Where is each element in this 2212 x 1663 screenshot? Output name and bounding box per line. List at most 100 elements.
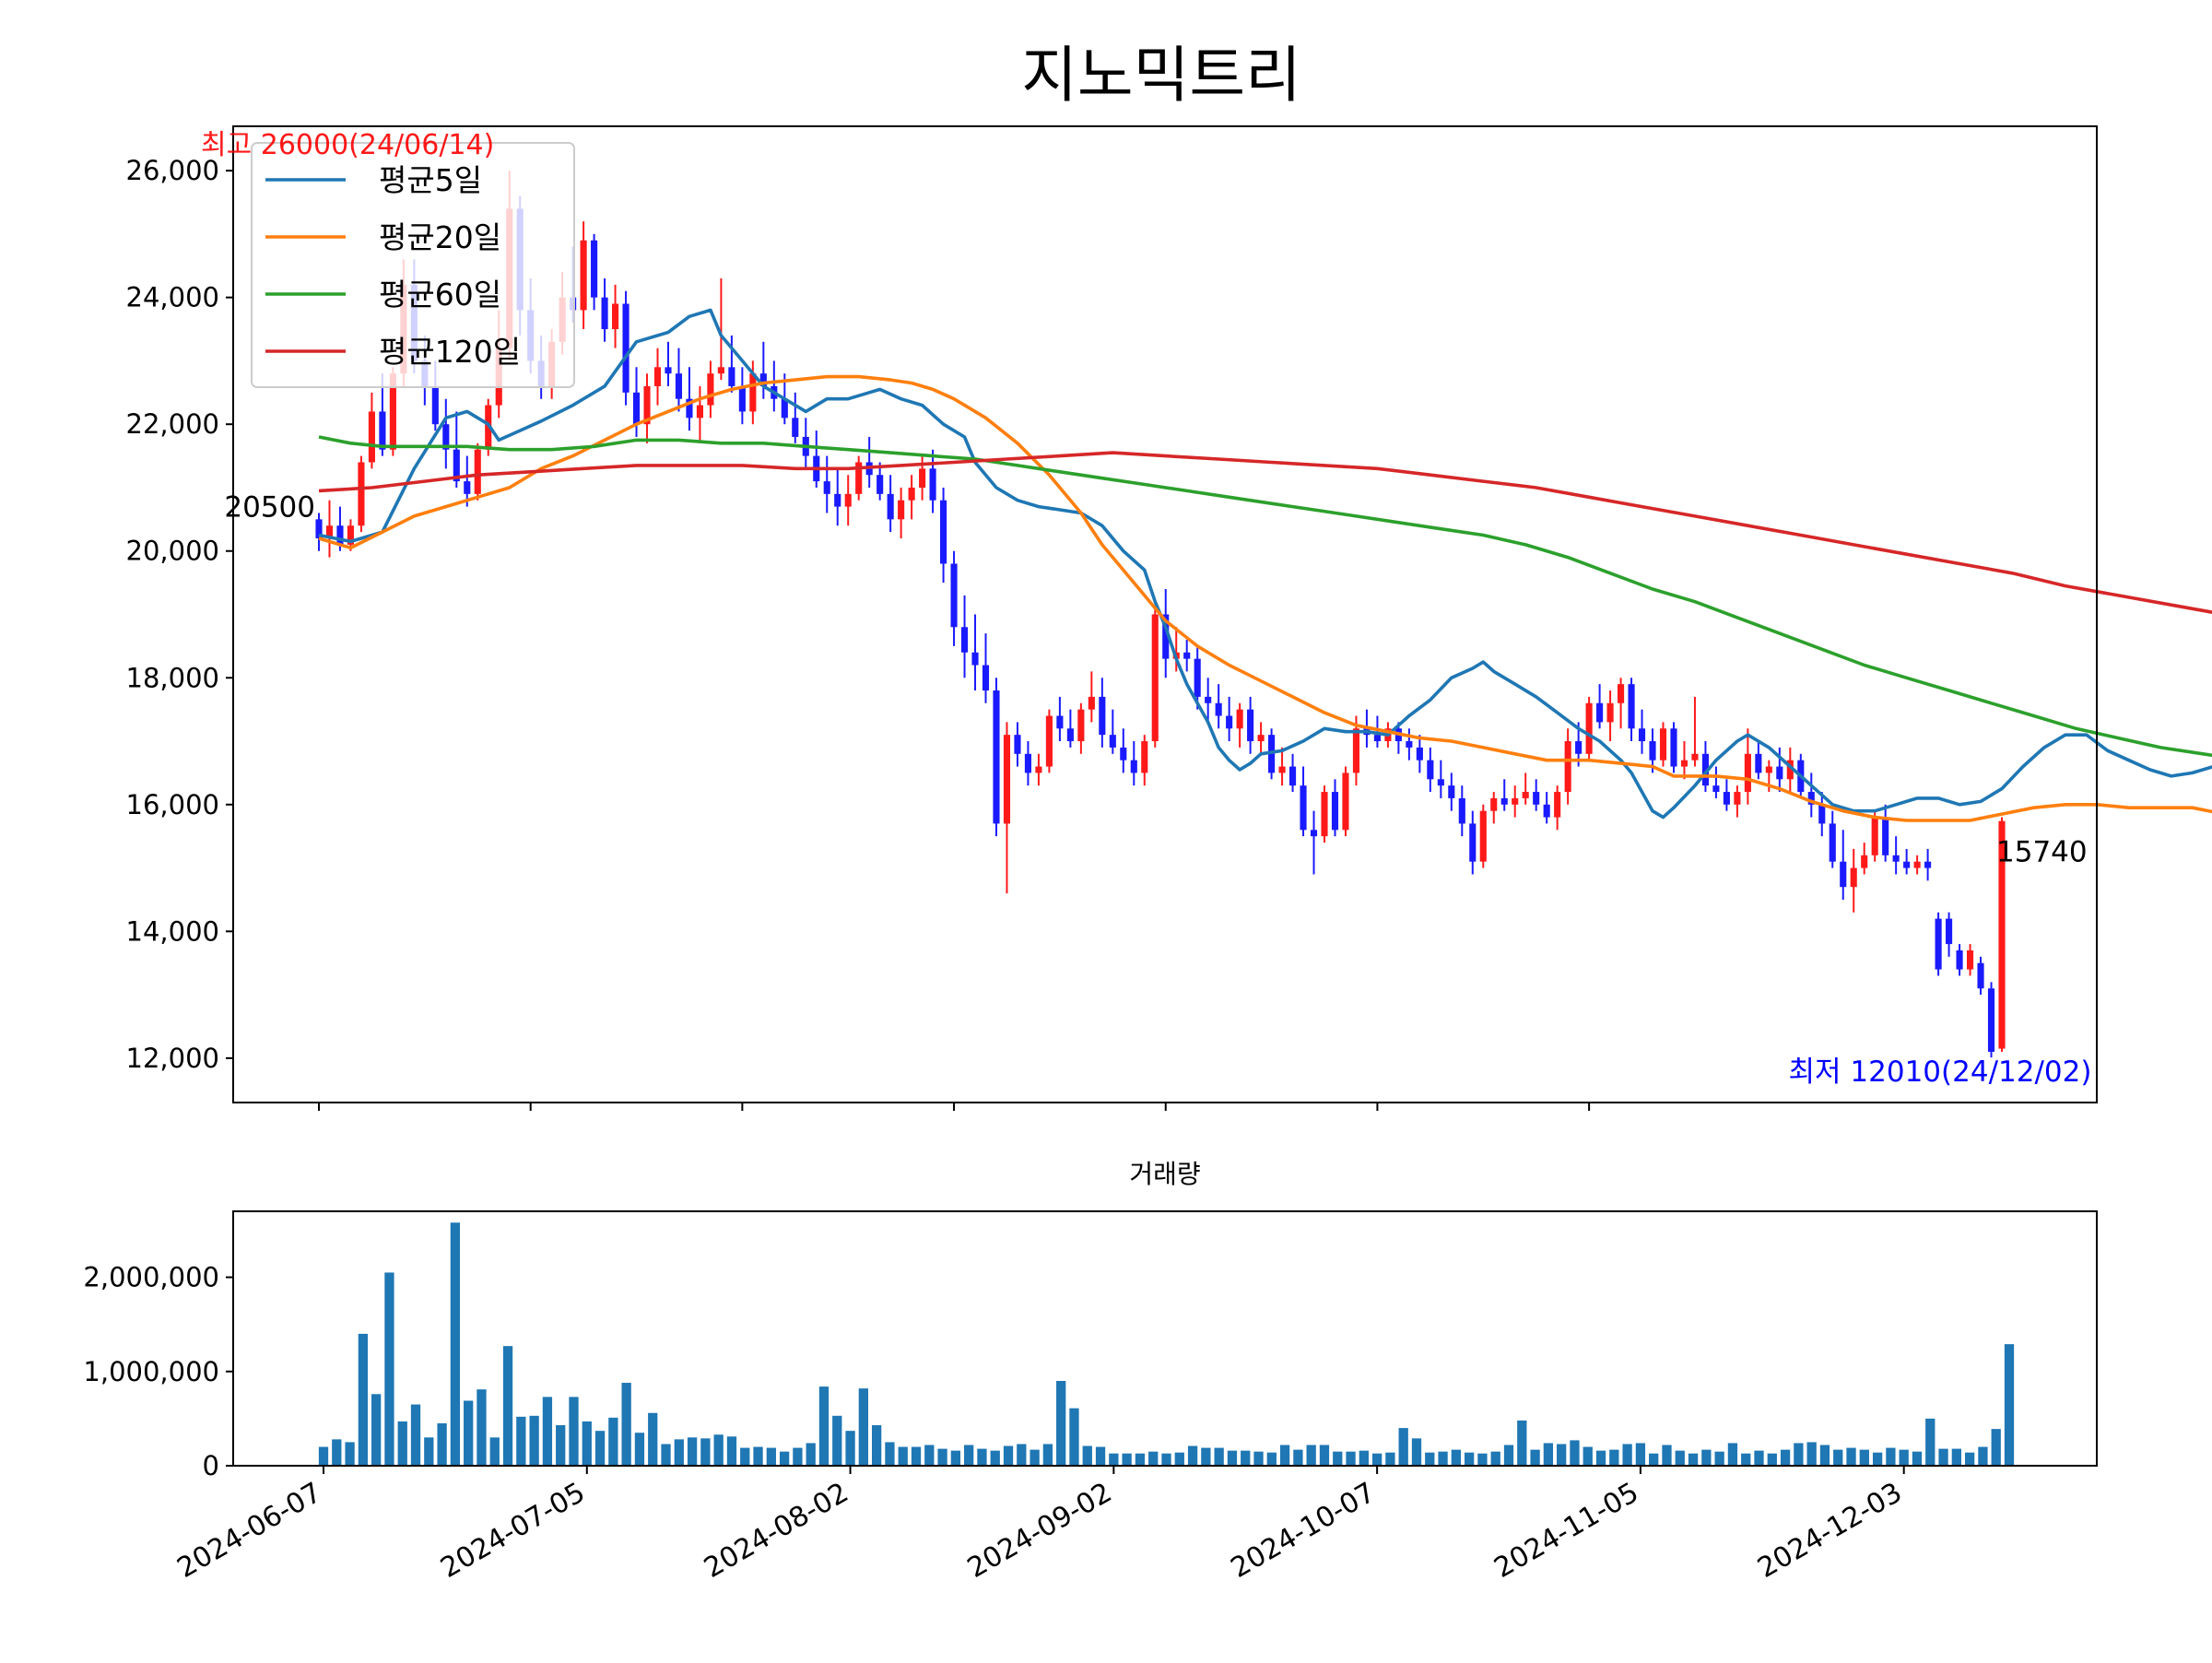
candle-up <box>347 525 355 545</box>
volume-bar <box>1438 1451 1448 1466</box>
volume-bar <box>1991 1429 2001 1466</box>
volume-bar <box>1754 1450 1764 1466</box>
volume-bar <box>1030 1449 1040 1466</box>
candle-up <box>1479 810 1487 862</box>
volume-bar <box>806 1443 816 1466</box>
volume-bar <box>990 1450 1000 1466</box>
volume-bar <box>1148 1451 1159 1466</box>
candle-down <box>1183 652 1191 659</box>
candle-down <box>665 367 672 374</box>
candle-up <box>1850 867 1857 888</box>
volume-bar <box>371 1394 382 1466</box>
volume-bar <box>700 1438 711 1466</box>
volume-bar <box>1846 1447 1856 1466</box>
end-price-label: 15740 <box>1996 836 2088 869</box>
price-plot-frame <box>232 125 2098 1103</box>
candle-down <box>1712 785 1720 793</box>
volume-bar <box>1056 1381 1066 1466</box>
volume-bar <box>1174 1452 1184 1466</box>
candle-down <box>1987 988 1995 1052</box>
candle-down <box>993 690 1000 824</box>
volume-bar <box>1819 1445 1830 1466</box>
candle-down <box>1162 614 1170 659</box>
candle-down <box>887 493 894 520</box>
volume-ytick-label: 0 <box>203 1450 219 1481</box>
candle-down <box>834 493 841 507</box>
date-tick-label: 2024-08-02 <box>699 1477 853 1585</box>
candle-up <box>611 303 619 330</box>
candle-down <box>1575 741 1583 754</box>
volume-bar <box>1135 1453 1146 1466</box>
candle-down <box>1903 861 1911 868</box>
candle-up <box>919 468 926 488</box>
candle-up <box>844 493 852 507</box>
candle-down <box>1120 747 1127 761</box>
volume-bar <box>1425 1452 1435 1466</box>
volume-bar <box>1872 1452 1883 1466</box>
candle-up <box>1998 820 2006 1049</box>
volume-bar <box>1622 1444 1632 1466</box>
candle-down <box>1247 709 1254 742</box>
volume-bar <box>832 1415 842 1466</box>
volume-bar <box>845 1431 855 1466</box>
volume-bar <box>1095 1446 1106 1466</box>
candle-down <box>1469 823 1477 862</box>
candle-up <box>707 373 714 406</box>
candle-down <box>728 367 735 386</box>
volume-bar <box>858 1388 868 1466</box>
candle-up <box>1141 741 1148 773</box>
volume-bar <box>950 1450 961 1466</box>
volume-bar <box>1767 1453 1777 1466</box>
volume-bar <box>384 1272 394 1466</box>
candle-down <box>1130 760 1137 773</box>
candle-down <box>622 303 629 393</box>
volume-bar <box>1964 1452 1975 1466</box>
volume-plot-frame <box>232 1210 2098 1467</box>
candle-up <box>1765 766 1772 773</box>
legend-label: 평균120일 <box>379 334 521 370</box>
volume-bar <box>2004 1344 2015 1466</box>
candle-down <box>1226 715 1233 729</box>
price-ytick-label: 22,000 <box>126 408 219 440</box>
candle-up <box>1744 753 1751 793</box>
candle-down <box>877 475 884 494</box>
candle-down <box>601 297 608 330</box>
date-tick-label: 2024-06-07 <box>172 1477 327 1585</box>
ma-line-2 <box>318 435 2212 758</box>
candle-down <box>1776 766 1783 780</box>
candle-down <box>1194 658 1201 697</box>
legend-label: 평균5일 <box>379 162 482 198</box>
volume-bar <box>318 1446 329 1466</box>
low-price-annotation: 최저 12010(24/12/02) <box>1789 1056 2092 1089</box>
candle-down <box>1373 735 1381 742</box>
candle-down <box>315 519 323 538</box>
candle-down <box>442 424 450 450</box>
volume-bar <box>1938 1448 1948 1466</box>
date-tick-label: 2024-12-03 <box>1752 1477 1907 1585</box>
candle-up <box>1680 760 1688 767</box>
volume-bar <box>516 1416 526 1466</box>
candle-up <box>1585 702 1593 754</box>
volume-bar <box>1187 1445 1198 1466</box>
candle-down <box>1533 792 1540 805</box>
candle-up <box>358 462 365 526</box>
candle-down <box>1755 753 1762 773</box>
volume-bar <box>1978 1446 1988 1466</box>
volume-bar <box>1003 1445 1014 1466</box>
volume-bar <box>924 1445 935 1466</box>
volume-bar <box>674 1439 684 1466</box>
candle-up <box>1088 696 1095 710</box>
candle-up <box>368 411 375 463</box>
candle-up <box>1151 614 1159 742</box>
volume-bar <box>477 1389 487 1466</box>
volume-bar <box>1359 1450 1369 1466</box>
candle-down <box>632 392 641 425</box>
candle-up <box>1003 735 1011 824</box>
candle-down <box>1935 918 1942 970</box>
volume-bar <box>1662 1445 1672 1466</box>
volume-bar <box>569 1397 579 1466</box>
volume-bar <box>911 1446 922 1466</box>
volume-bar <box>608 1417 618 1466</box>
volume-bar <box>885 1442 895 1466</box>
candle-up <box>1618 684 1625 703</box>
